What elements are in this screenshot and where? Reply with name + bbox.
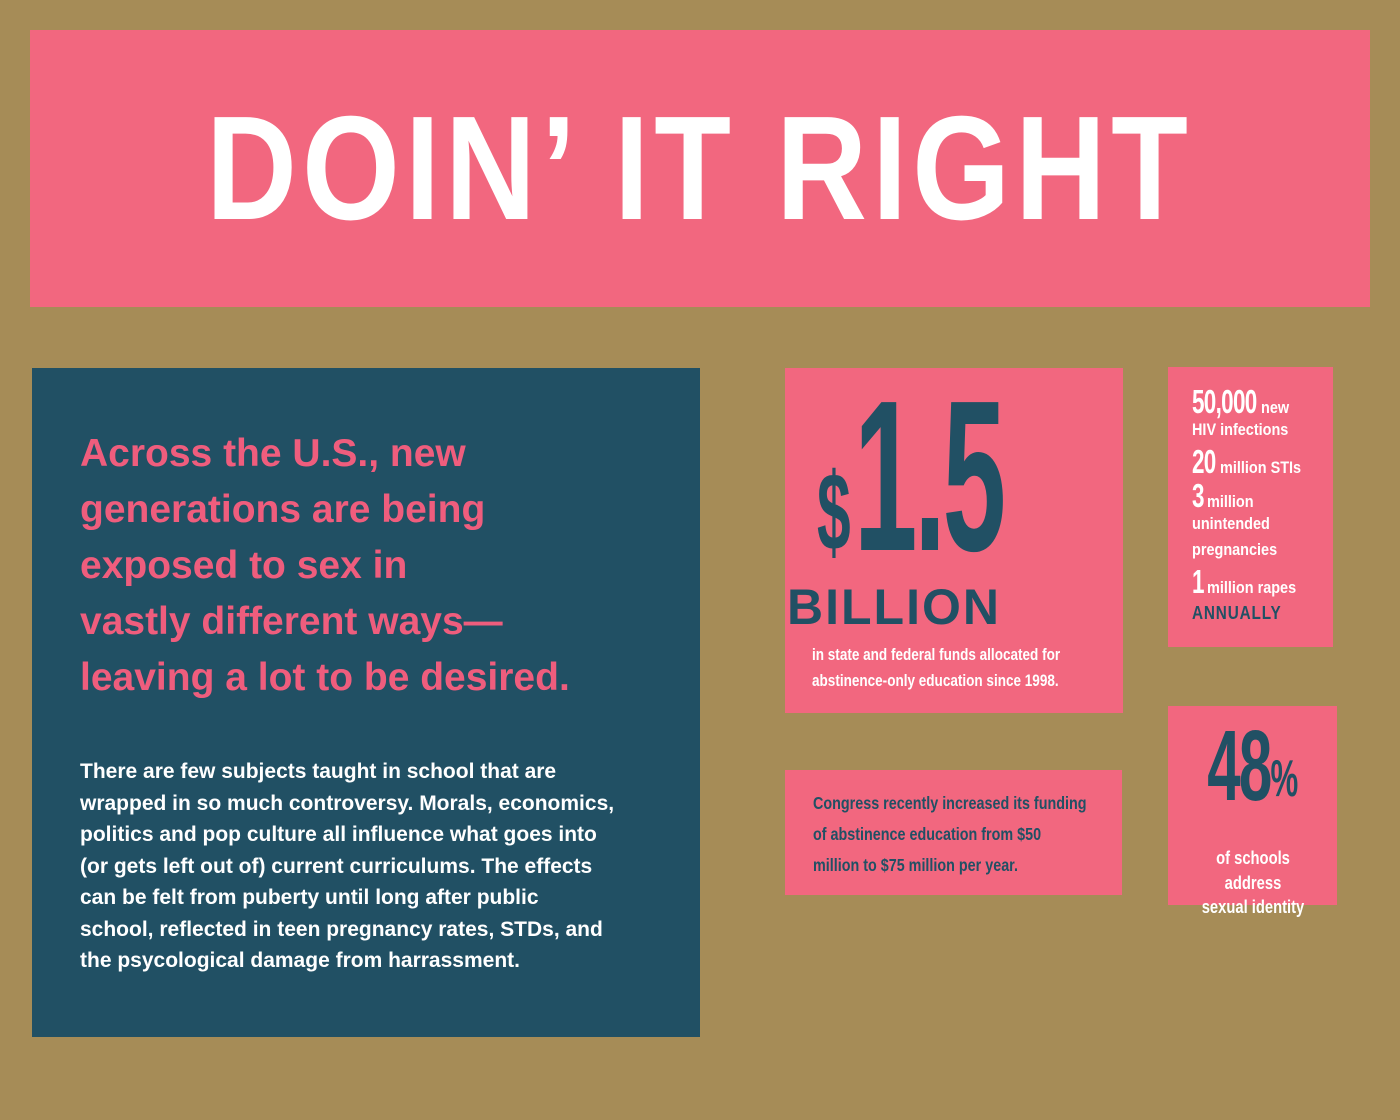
stat-hiv-line: 50,000 new (1192, 383, 1327, 420)
percent-figure: 48% (1207, 716, 1298, 846)
billion-amount: $1.5 (785, 368, 1123, 583)
title-banner: DOIN’ IT RIGHT (30, 30, 1370, 307)
annual-stats-card: 50,000 new HIV infections 20 million STI… (1168, 367, 1333, 647)
stat-number-hiv: 50,000 (1192, 383, 1257, 420)
intro-body: There are few subjects taught in school … (80, 760, 615, 972)
stat-sti-line: 20 million STIs (1192, 443, 1327, 480)
percent-sign: % (1270, 750, 1298, 808)
percent-caption: of schools address sexual identity (1201, 848, 1305, 917)
stats-footer-row: ANNUALLY (1192, 595, 1327, 624)
stat-number-sti: 20 (1192, 443, 1216, 480)
stat-rape-line: 1 million rapes (1192, 563, 1327, 600)
stat-number-pregnancy: 3 (1192, 477, 1204, 514)
intro-headline: Across the U.S., new generations are bei… (80, 432, 570, 699)
billion-caption: in state and federal funds allocated for… (812, 646, 1061, 690)
billion-stat-card: $1.5 BILLION in state and federal funds … (785, 368, 1123, 713)
billion-number: 1.5 (854, 355, 1006, 596)
congress-note-card: Congress recently increased its funding … (785, 770, 1122, 895)
stat-label-rape: million rapes (1207, 578, 1297, 597)
intro-panel: Across the U.S., new generations are bei… (32, 368, 700, 1037)
stat-label-hiv: HIV infections (1192, 420, 1289, 439)
stat-label-pregnancy-inline: million (1207, 492, 1254, 511)
stat-label-sti: million STIs (1219, 458, 1301, 477)
congress-text: Congress recently increased its funding … (813, 793, 1087, 875)
sexual-identity-stat-card: 48% of schools address sexual identity (1168, 706, 1337, 917)
percent-number: 48 (1207, 710, 1272, 822)
stat-number-rape: 1 (1192, 563, 1204, 600)
stat-pregnancy-line: 3 million (1192, 477, 1327, 514)
stat-label-pregnancy: unintended pregnancies (1192, 514, 1278, 559)
stat-label-hiv-inline: new (1260, 398, 1290, 417)
stats-footer: ANNUALLY (1192, 603, 1282, 623)
dollar-sign: $ (817, 451, 851, 574)
billion-word: BILLION (787, 579, 1001, 635)
poster-title: DOIN’ IT RIGHT (206, 85, 1194, 251)
